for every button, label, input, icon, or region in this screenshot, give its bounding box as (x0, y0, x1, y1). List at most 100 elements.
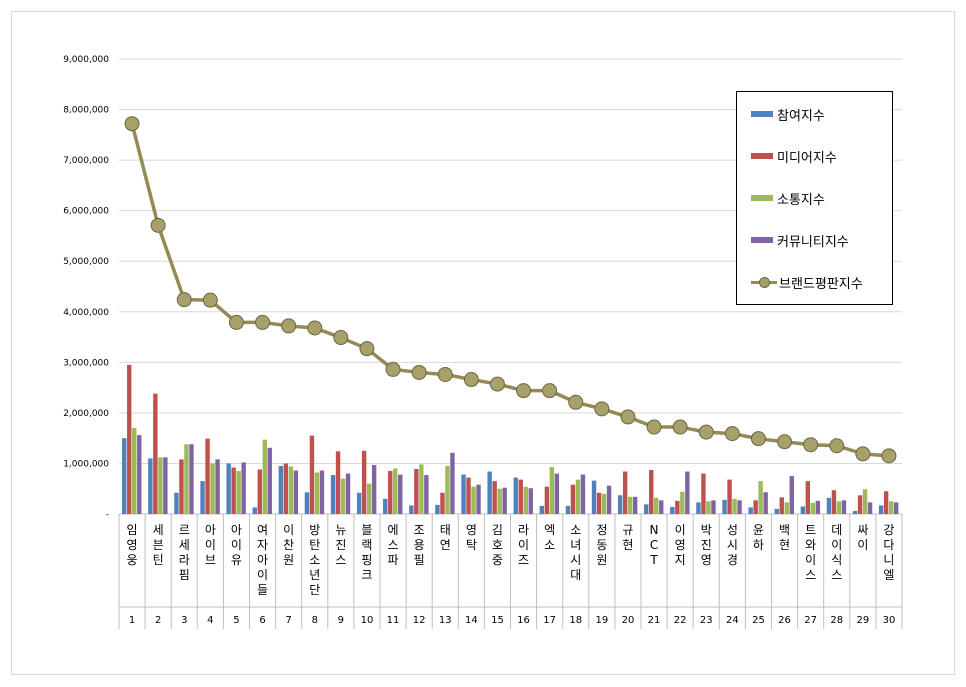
brand-point (542, 383, 558, 399)
bar-1 (304, 492, 310, 514)
bar-2 (205, 438, 210, 514)
legend-item-brand: 브랜드평판지수 (751, 272, 863, 292)
brand-point (855, 446, 871, 462)
rank-label: 8 (312, 615, 318, 626)
brand-point (281, 318, 297, 334)
brand-point (672, 419, 688, 435)
brand-point (489, 376, 505, 392)
legend-swatch-communication (751, 195, 773, 201)
y-tick-label: 7,000,000 (63, 156, 109, 166)
bar-3 (210, 463, 215, 514)
rank-label: 1 (129, 615, 135, 626)
bar-1 (356, 492, 362, 514)
bar-3 (158, 457, 163, 514)
rank-label: 12 (413, 615, 426, 626)
bar-2 (388, 471, 393, 514)
bar-1 (565, 505, 571, 514)
rank-label: 18 (569, 615, 582, 626)
rank-label: 17 (543, 615, 556, 626)
bar-3 (654, 497, 659, 514)
bar-4 (137, 435, 142, 514)
bar-1 (644, 504, 649, 514)
bar-4 (659, 500, 664, 514)
bar-1 (748, 507, 753, 514)
bar-1 (226, 463, 231, 514)
legend: 참여지수 미디어지수 소통지수 커뮤니티지수 브랜드평판지수 (736, 91, 893, 305)
bar-2 (466, 477, 471, 514)
bar-4 (371, 464, 377, 514)
y-tick-label: 9,000,000 (63, 55, 109, 65)
brand-point (594, 401, 610, 417)
bar-3 (758, 481, 763, 514)
bar-2 (518, 479, 523, 514)
bar-4 (450, 452, 455, 514)
bar-2 (753, 500, 758, 514)
rank-label: 30 (883, 615, 896, 626)
bar-4 (163, 457, 168, 514)
bar-4 (502, 487, 507, 514)
bar-1 (591, 480, 597, 514)
y-tick-label: - (106, 510, 109, 520)
bar-3 (601, 493, 607, 514)
bar-4 (398, 474, 403, 514)
bar-4 (893, 502, 899, 514)
bar-1 (513, 477, 518, 514)
bar-2 (257, 469, 262, 514)
bar-3 (236, 471, 241, 514)
bar-2 (153, 393, 158, 514)
chart-frame: - 1,000,000 2,000,000 3,000,000 4,000,000 5,0… (11, 11, 955, 675)
bar-1 (200, 481, 205, 514)
bar-3 (627, 496, 633, 514)
bar-1 (722, 499, 727, 514)
bar-1 (696, 502, 701, 514)
rank-label: 2 (155, 615, 161, 626)
brand-point (881, 448, 897, 464)
bar-4 (293, 470, 299, 514)
rank-label: 27 (804, 615, 817, 626)
bar-3 (340, 478, 346, 514)
bar-4 (319, 470, 325, 514)
legend-label-community: 커뮤니티지수 (777, 234, 849, 250)
bar-3 (445, 465, 450, 514)
rank-label: 13 (439, 615, 452, 626)
brand-point (333, 330, 349, 346)
bar-3 (262, 439, 267, 514)
bar-3 (132, 428, 137, 514)
bar-3 (575, 479, 581, 514)
bar-4 (476, 484, 481, 514)
bar-3 (471, 486, 476, 514)
bar-2 (544, 486, 550, 514)
bar-1 (826, 497, 832, 514)
rank-label: 14 (465, 615, 478, 626)
bar-1 (670, 506, 675, 514)
bar-1 (409, 505, 414, 514)
rank-label: 29 (856, 615, 869, 626)
bar-3 (862, 489, 868, 514)
bar-4 (580, 474, 586, 514)
bar-4 (528, 488, 533, 514)
y-tick-label: 8,000,000 (63, 106, 109, 116)
rank-label: 15 (491, 615, 504, 626)
legend-swatch-participation (751, 111, 773, 117)
bar-2 (857, 495, 863, 514)
bar-3 (732, 498, 737, 514)
bar-4 (241, 462, 246, 514)
legend-item-communication: 소통지수 (751, 188, 825, 208)
bar-1 (774, 508, 779, 514)
bar-3 (184, 444, 189, 514)
bar-2 (883, 491, 889, 514)
bar-2 (440, 492, 445, 514)
bar-3 (549, 466, 555, 514)
bar-1 (122, 438, 127, 514)
brand-point (437, 366, 453, 382)
bar-1 (617, 495, 623, 514)
